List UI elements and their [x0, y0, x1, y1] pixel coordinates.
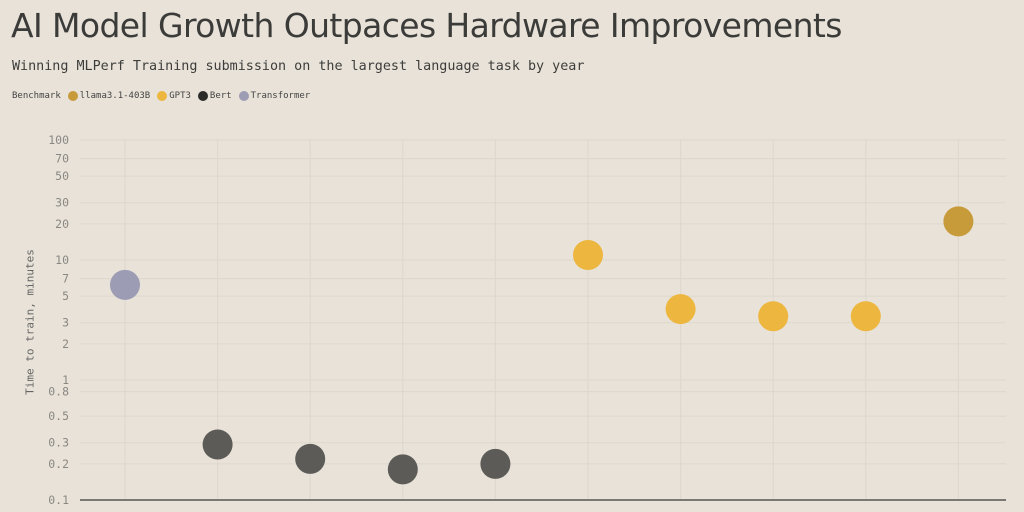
y-tick-label: 0.2 [48, 457, 69, 471]
legend-item-llama[interactable]: llama3.1-403B [67, 91, 151, 101]
gpt3-swatch-icon [157, 91, 168, 101]
y-tick-label: 1 [62, 373, 69, 387]
data-point-gpt3[interactable] [758, 301, 789, 332]
bert-swatch-icon [197, 91, 208, 101]
data-point-bert[interactable] [387, 454, 418, 485]
y-tick-label: 7 [62, 272, 69, 286]
legend-item-bert[interactable]: Bert [197, 91, 232, 101]
legend-item-gpt3[interactable]: GPT3 [157, 91, 191, 101]
data-point-gpt3[interactable] [850, 301, 881, 332]
legend-item-label: llama3.1-403B [79, 91, 151, 101]
y-tick-label: 2 [62, 337, 69, 351]
y-tick-label: 3 [62, 316, 69, 330]
data-point-bert[interactable] [202, 429, 233, 460]
llama-swatch-icon [67, 91, 78, 101]
legend-item-label: Bert [209, 91, 232, 101]
chart-subtitle: Winning MLPerf Training submission on th… [12, 59, 585, 74]
data-point-transformer[interactable] [110, 269, 140, 300]
y-tick-label: 20 [55, 217, 69, 231]
y-tick-label: 0.1 [48, 493, 69, 507]
y-tick-label: 0.5 [48, 409, 69, 423]
data-point-bert[interactable] [295, 443, 326, 474]
legend-item-label: GPT3 [169, 91, 191, 101]
y-tick-label: 0.3 [48, 436, 69, 450]
legend-item-label: Transformer [250, 91, 311, 101]
chart-title: AI Model Growth Outpaces Hardware Improv… [11, 6, 842, 45]
y-tick-label: 70 [55, 152, 69, 166]
y-tick-label: 100 [48, 133, 69, 147]
y-tick-label: 10 [55, 253, 69, 267]
legend-title: Benchmark [12, 91, 61, 101]
y-tick-label: 50 [55, 169, 69, 183]
data-point-gpt3[interactable] [665, 294, 696, 325]
data-point-gpt3[interactable] [573, 240, 603, 271]
transformer-swatch-icon [238, 91, 249, 101]
y-axis-ticks: 100 70 50 30 20 10 7 5 3 2 10.8 0.5 0.3 0.2 0.1 [48, 133, 69, 507]
data-point-llama3-1-403b[interactable] [943, 206, 974, 237]
y-tick-label: 30 [55, 196, 69, 210]
y-tick-label: 0.8 [48, 385, 69, 399]
data-point-bert[interactable] [480, 448, 511, 479]
data-points [110, 206, 974, 485]
y-tick-label: 5 [62, 289, 69, 303]
legend: Benchmark llama3.1-403B GPT3 Bert Transf… [12, 91, 313, 101]
legend-item-transformer[interactable]: Transformer [238, 91, 311, 101]
